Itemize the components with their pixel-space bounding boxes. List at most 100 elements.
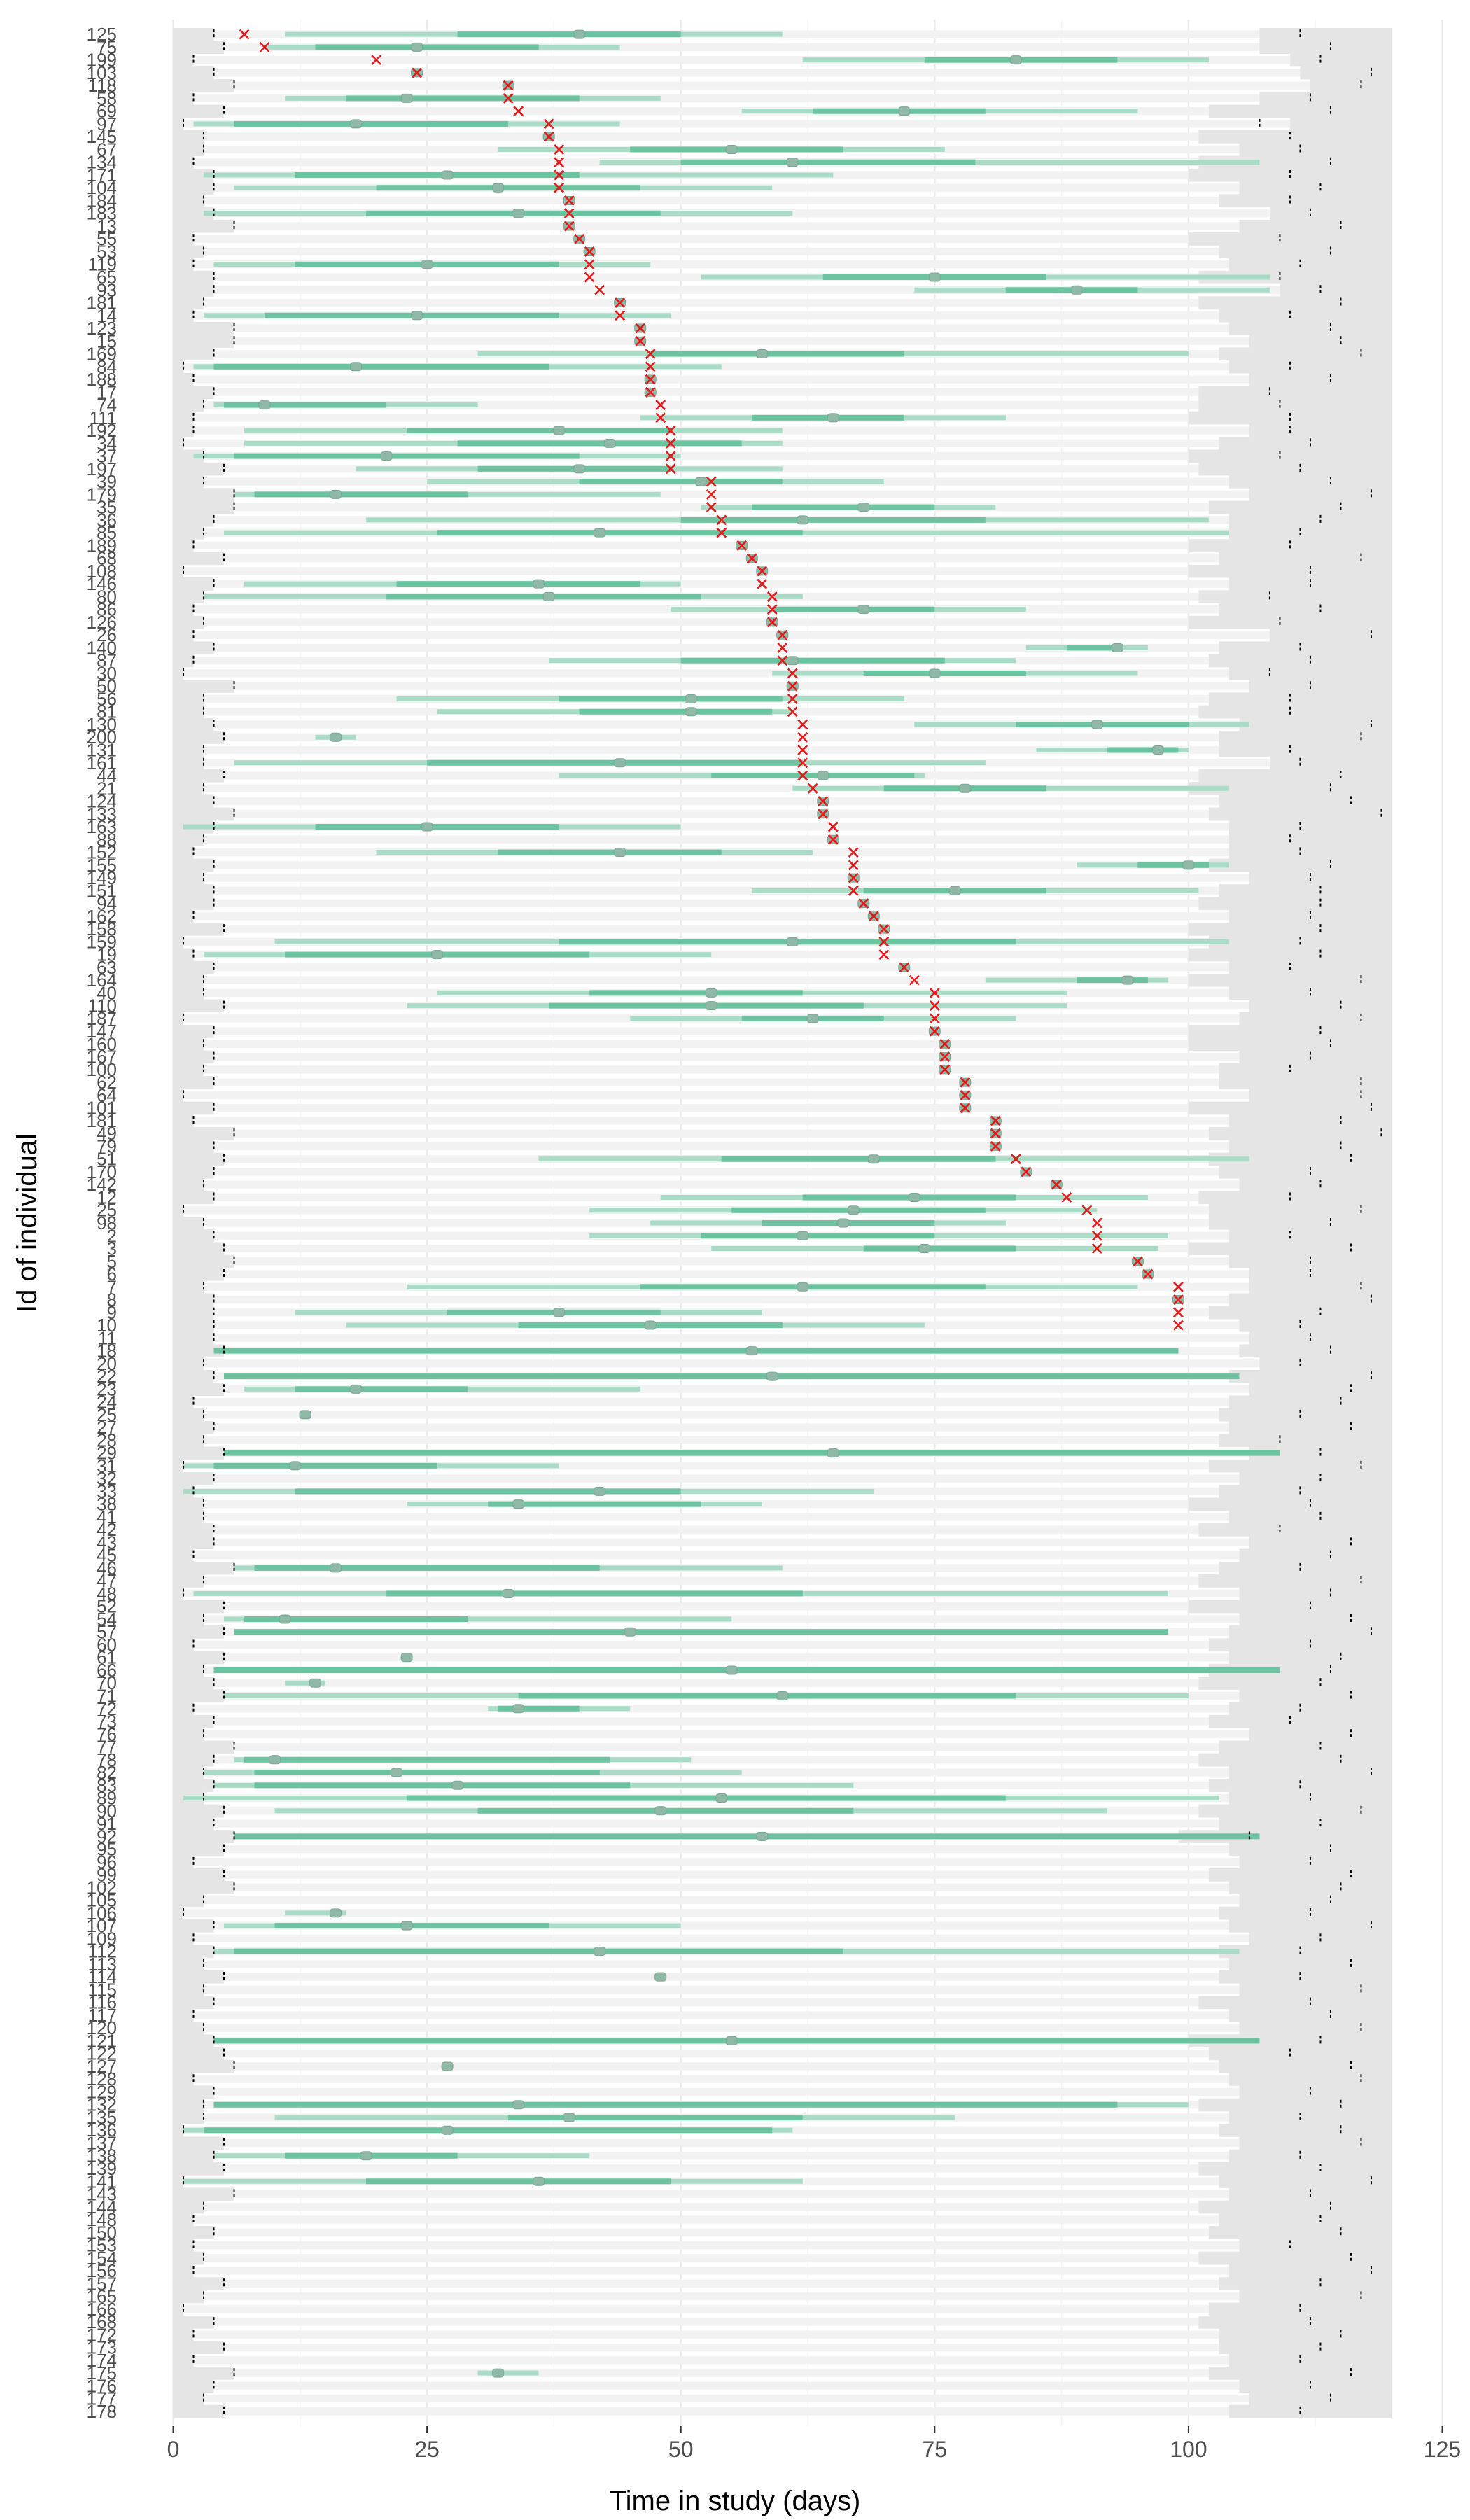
- event-marker: [1091, 1230, 1102, 1241]
- row-tail: [1219, 309, 1392, 323]
- y-tick-label: 134: [87, 152, 117, 173]
- y-tick-label: 184: [87, 190, 117, 211]
- event-cross-stroke: [1172, 1294, 1184, 1305]
- event-cross-stroke: [716, 527, 727, 538]
- event-marker: [716, 527, 727, 538]
- row-band: [173, 1295, 1229, 1304]
- y-tick-label: 169: [87, 344, 117, 365]
- row-leadin: [173, 424, 194, 438]
- row-leadin: [173, 398, 204, 412]
- row-tail: [1228, 1510, 1392, 1524]
- y-tick-label: 44: [97, 765, 117, 786]
- event-cross-stroke: [655, 412, 666, 424]
- y-tick-label: 12: [97, 1186, 117, 1208]
- event-marker: [543, 118, 554, 130]
- y-tick-label: 124: [87, 791, 117, 812]
- event-marker: [990, 1128, 1001, 1139]
- row-band: [173, 2241, 1240, 2250]
- row-tail: [1208, 1306, 1392, 1320]
- event-marker: [554, 157, 565, 168]
- row-tail: [1198, 590, 1392, 604]
- row-leadin: [173, 79, 234, 92]
- row-tail: [1219, 884, 1392, 897]
- y-tick-label: 160: [87, 1033, 117, 1054]
- row-tail: [1188, 2034, 1392, 2048]
- row-band: [173, 1909, 1219, 1917]
- median-marker: [1182, 860, 1195, 870]
- row-band: [173, 2152, 1229, 2160]
- row-band: [173, 1270, 1250, 1278]
- row-band: [173, 1551, 1240, 1560]
- row-tail: [1259, 1357, 1392, 1371]
- row-leadin: [173, 1152, 225, 1166]
- row-leadin: [173, 2328, 194, 2342]
- interval-inner: [711, 773, 915, 779]
- y-tick-label: 147: [87, 1021, 117, 1042]
- row-leadin: [173, 2341, 225, 2355]
- row-tail: [1249, 1382, 1392, 1396]
- row-tail: [1219, 1816, 1392, 1830]
- row-band: [173, 1602, 1189, 1611]
- interval-inner: [214, 1667, 1280, 1673]
- row-band: [173, 2011, 1229, 2019]
- row-band: [173, 2254, 1199, 2262]
- interval-inner: [863, 1245, 1016, 1252]
- row-tail: [1228, 2264, 1392, 2278]
- row-tail: [1219, 794, 1392, 808]
- row-tail: [1188, 232, 1392, 246]
- event-cross-stroke: [929, 1026, 940, 1037]
- event-marker: [594, 284, 606, 295]
- y-tick-label: 27: [97, 1417, 117, 1438]
- row-leadin: [173, 1357, 204, 1371]
- y-tick-label: 49: [97, 1123, 117, 1144]
- row-leadin: [173, 1740, 234, 1754]
- y-tick-label: 177: [87, 2388, 117, 2409]
- event-marker: [1091, 1217, 1102, 1228]
- row-leadin: [173, 437, 184, 450]
- event-cross-stroke: [412, 67, 423, 78]
- interval-inner: [457, 440, 742, 447]
- row-tail: [1249, 335, 1392, 348]
- median-marker: [1111, 643, 1124, 652]
- event-cross-stroke: [645, 374, 656, 385]
- event-marker: [929, 1026, 940, 1037]
- row-tail: [1208, 1459, 1392, 1473]
- row-leadin: [173, 219, 234, 233]
- row-band: [173, 2203, 1199, 2211]
- row-leadin: [173, 1101, 214, 1115]
- median-marker: [725, 2036, 738, 2045]
- row-tail: [1228, 1625, 1392, 1639]
- y-tick-label: 136: [87, 2120, 117, 2141]
- y-tick-label: 89: [97, 1788, 117, 1809]
- event-marker: [645, 374, 656, 385]
- y-tick-label: 94: [97, 893, 117, 914]
- row-tail: [1228, 2149, 1392, 2163]
- y-tick-label: 80: [97, 586, 117, 607]
- row-band: [173, 1870, 1209, 1879]
- row-leadin: [173, 1638, 194, 1652]
- interval-inner: [224, 402, 387, 408]
- row-leadin: [173, 578, 214, 591]
- row-leadin: [173, 731, 225, 744]
- median-marker: [594, 1947, 606, 1956]
- median-marker: [725, 1665, 738, 1675]
- row-leadin: [173, 2110, 204, 2124]
- event-cross-stroke: [584, 259, 595, 270]
- row-leadin: [173, 1919, 214, 1933]
- median-marker: [847, 1205, 860, 1215]
- row-band: [173, 925, 1189, 933]
- row-band: [173, 2369, 1209, 2377]
- median-marker: [685, 707, 697, 717]
- median-marker: [289, 1461, 302, 1471]
- y-tick-label: 168: [87, 2311, 117, 2332]
- event-marker: [939, 1038, 951, 1049]
- y-tick-label: 163: [87, 816, 117, 837]
- event-marker: [909, 974, 920, 986]
- y-tick-label: 8: [107, 1289, 117, 1310]
- y-tick-label: 100: [87, 1059, 117, 1080]
- row-leadin: [173, 488, 234, 501]
- y-tick-label: 156: [87, 2260, 117, 2281]
- median-marker: [1009, 55, 1022, 65]
- row-tail: [1249, 1267, 1392, 1281]
- y-tick-label: 172: [87, 2324, 117, 2345]
